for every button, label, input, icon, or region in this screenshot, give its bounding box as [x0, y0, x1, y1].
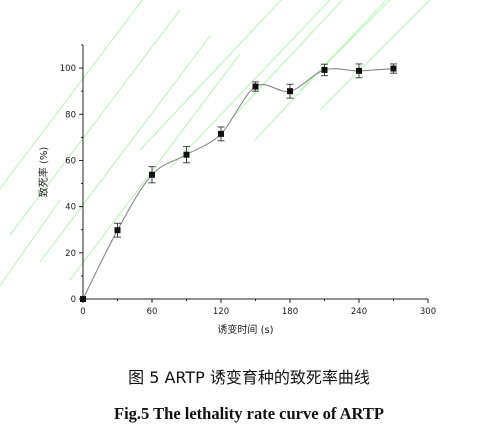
watermark-stroke — [139, 0, 283, 151]
watermark-stroke — [169, 0, 331, 169]
watermark-stroke — [0, 0, 144, 190]
chart-marks-layer — [80, 63, 397, 302]
data-point — [80, 296, 86, 302]
x-tick-label: 240 — [351, 307, 367, 317]
watermark-graphic — [0, 0, 431, 287]
data-point — [183, 151, 190, 158]
data-point — [149, 171, 155, 178]
data-point — [321, 66, 328, 73]
y-tick-label: 80 — [65, 110, 76, 120]
watermark-stroke — [9, 9, 181, 236]
watermark-stroke — [0, 199, 61, 287]
watermark-stroke — [39, 35, 211, 263]
x-axis-title: 诱变时间 (s) — [217, 323, 273, 336]
data-point — [390, 65, 397, 72]
x-tick-label: 180 — [282, 307, 298, 317]
chart-curve-layer — [82, 68, 394, 300]
x-tick-label: 120 — [213, 307, 229, 317]
y-tick-label: 60 — [65, 156, 76, 166]
data-point — [218, 130, 224, 137]
series-line — [82, 68, 394, 300]
x-tick-label: 300 — [420, 307, 436, 317]
watermark-stroke — [229, 0, 344, 121]
x-tick-label: 0 — [80, 307, 85, 317]
x-tick-label: 60 — [147, 307, 158, 317]
lethality-rate-chart: 0 20 40 60 80 100 0 60 120 180 240 300 致死率 (%) 诱变时间… — [0, 0, 436, 336]
watermark-stroke — [319, 0, 431, 111]
data-point — [114, 227, 121, 234]
watermark-stroke — [299, 0, 391, 91]
figure-caption-english: Fig.5 The lethality rate curve of ARTP — [114, 404, 384, 423]
y-axis-title: 致死率 (%) — [37, 147, 50, 198]
y-tick-label: 100 — [60, 64, 76, 74]
y-tick-label: 20 — [65, 249, 76, 259]
data-point — [287, 88, 293, 95]
figure-caption-chinese: 图 5 ARTP 诱变育种的致死率曲线 — [128, 368, 370, 387]
y-tick-label: 40 — [65, 203, 76, 213]
data-point — [252, 83, 259, 90]
data-point — [356, 67, 362, 74]
y-tick-label: 0 — [71, 295, 76, 305]
